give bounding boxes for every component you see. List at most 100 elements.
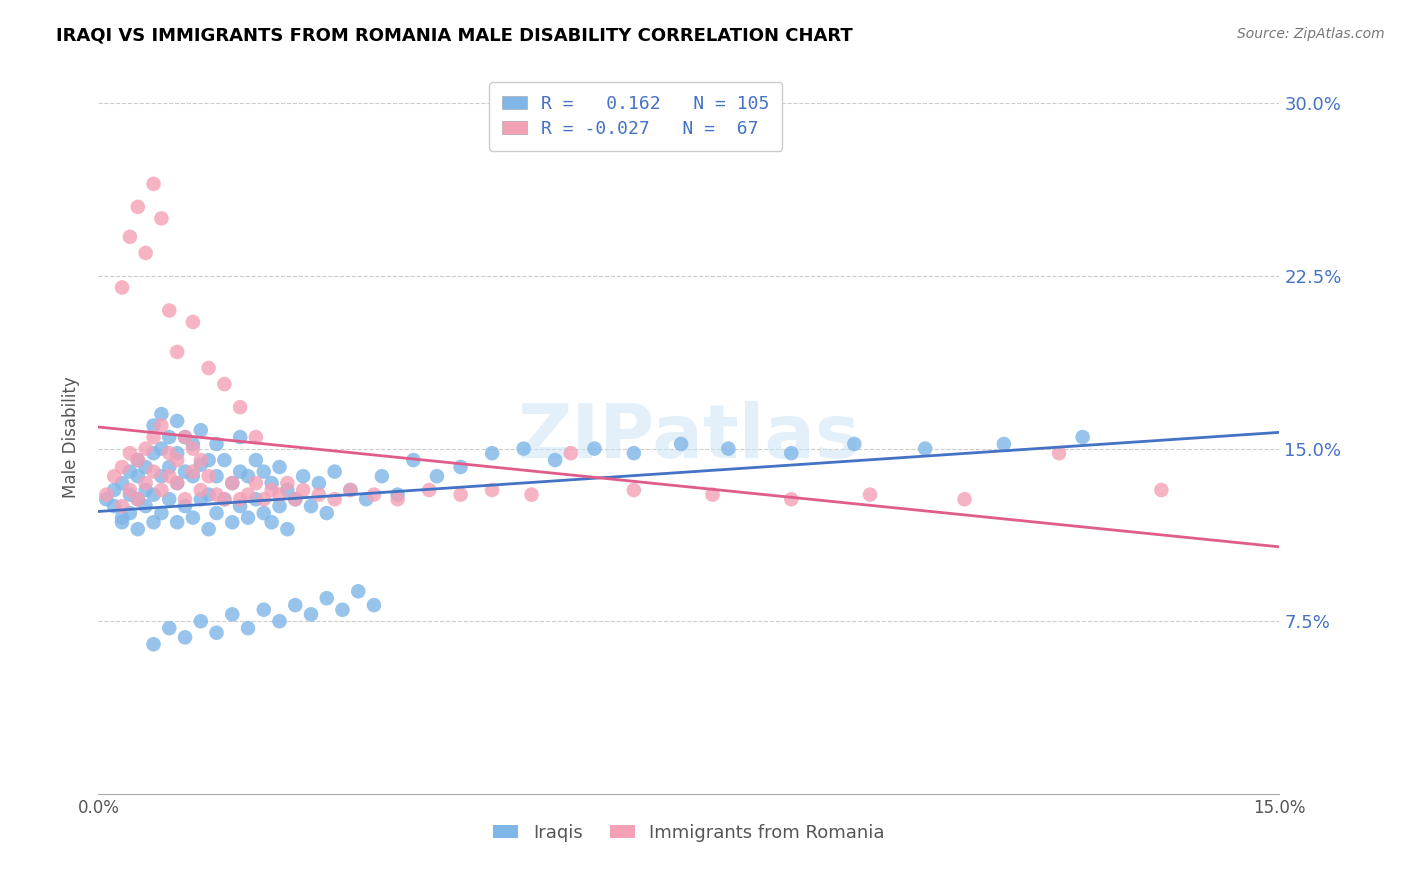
Point bbox=[214, 492, 236, 507]
Point bbox=[150, 442, 173, 456]
Point bbox=[118, 506, 141, 520]
Point bbox=[150, 506, 173, 520]
Point bbox=[354, 492, 377, 507]
Point bbox=[512, 442, 534, 456]
Point bbox=[157, 446, 180, 460]
Point bbox=[181, 315, 204, 329]
Point bbox=[315, 506, 337, 520]
Point bbox=[174, 430, 197, 444]
Point bbox=[236, 469, 259, 483]
Point bbox=[135, 442, 157, 456]
Point bbox=[181, 442, 204, 456]
Point bbox=[323, 492, 346, 507]
Point bbox=[299, 607, 322, 622]
Point bbox=[236, 488, 259, 502]
Point bbox=[253, 603, 276, 617]
Point bbox=[702, 488, 724, 502]
Point bbox=[253, 465, 276, 479]
Point bbox=[214, 453, 236, 467]
Point bbox=[623, 446, 645, 460]
Point bbox=[426, 469, 449, 483]
Point bbox=[1150, 483, 1173, 497]
Point bbox=[1047, 446, 1070, 460]
Point bbox=[844, 437, 866, 451]
Point bbox=[269, 614, 291, 628]
Point bbox=[323, 465, 346, 479]
Point bbox=[780, 492, 803, 507]
Point bbox=[402, 453, 425, 467]
Point bbox=[181, 510, 204, 524]
Point bbox=[127, 492, 149, 507]
Point bbox=[780, 446, 803, 460]
Point bbox=[292, 483, 315, 497]
Point bbox=[103, 483, 125, 497]
Point bbox=[174, 631, 197, 645]
Point bbox=[166, 476, 188, 491]
Point bbox=[245, 492, 267, 507]
Point bbox=[174, 430, 197, 444]
Point bbox=[142, 465, 165, 479]
Point bbox=[450, 488, 472, 502]
Legend: Iraqis, Immigrants from Romania: Iraqis, Immigrants from Romania bbox=[486, 817, 891, 849]
Point bbox=[190, 492, 212, 507]
Point bbox=[339, 483, 361, 497]
Text: IRAQI VS IMMIGRANTS FROM ROMANIA MALE DISABILITY CORRELATION CHART: IRAQI VS IMMIGRANTS FROM ROMANIA MALE DI… bbox=[56, 27, 853, 45]
Point bbox=[450, 460, 472, 475]
Point bbox=[197, 361, 219, 376]
Point bbox=[135, 460, 157, 475]
Point bbox=[135, 246, 157, 260]
Point bbox=[181, 469, 204, 483]
Point bbox=[96, 492, 118, 507]
Point bbox=[221, 607, 243, 622]
Point bbox=[221, 515, 243, 529]
Point bbox=[166, 414, 188, 428]
Point bbox=[181, 437, 204, 451]
Point bbox=[276, 522, 298, 536]
Point bbox=[157, 492, 180, 507]
Point bbox=[111, 460, 134, 475]
Point bbox=[717, 442, 740, 456]
Point bbox=[308, 476, 330, 491]
Point bbox=[560, 446, 582, 460]
Point bbox=[583, 442, 606, 456]
Point bbox=[127, 200, 149, 214]
Point bbox=[299, 499, 322, 513]
Point bbox=[1071, 430, 1094, 444]
Point bbox=[418, 483, 440, 497]
Point bbox=[260, 515, 283, 529]
Point bbox=[174, 499, 197, 513]
Point bbox=[118, 465, 141, 479]
Point bbox=[127, 469, 149, 483]
Point bbox=[111, 499, 134, 513]
Point bbox=[229, 499, 252, 513]
Point bbox=[269, 499, 291, 513]
Point bbox=[111, 476, 134, 491]
Point bbox=[174, 465, 197, 479]
Point bbox=[236, 621, 259, 635]
Point bbox=[190, 423, 212, 437]
Point bbox=[214, 492, 236, 507]
Point bbox=[190, 453, 212, 467]
Point bbox=[214, 377, 236, 392]
Point bbox=[135, 476, 157, 491]
Point bbox=[142, 430, 165, 444]
Point bbox=[118, 488, 141, 502]
Point bbox=[157, 460, 180, 475]
Point bbox=[190, 458, 212, 472]
Point bbox=[914, 442, 936, 456]
Point bbox=[292, 469, 315, 483]
Point bbox=[150, 211, 173, 226]
Point bbox=[142, 446, 165, 460]
Point bbox=[269, 488, 291, 502]
Point bbox=[181, 465, 204, 479]
Point bbox=[363, 598, 385, 612]
Point bbox=[197, 522, 219, 536]
Y-axis label: Male Disability: Male Disability bbox=[62, 376, 80, 498]
Point bbox=[221, 476, 243, 491]
Point bbox=[993, 437, 1015, 451]
Point bbox=[205, 488, 228, 502]
Point bbox=[150, 469, 173, 483]
Point bbox=[127, 453, 149, 467]
Point bbox=[142, 418, 165, 433]
Point bbox=[953, 492, 976, 507]
